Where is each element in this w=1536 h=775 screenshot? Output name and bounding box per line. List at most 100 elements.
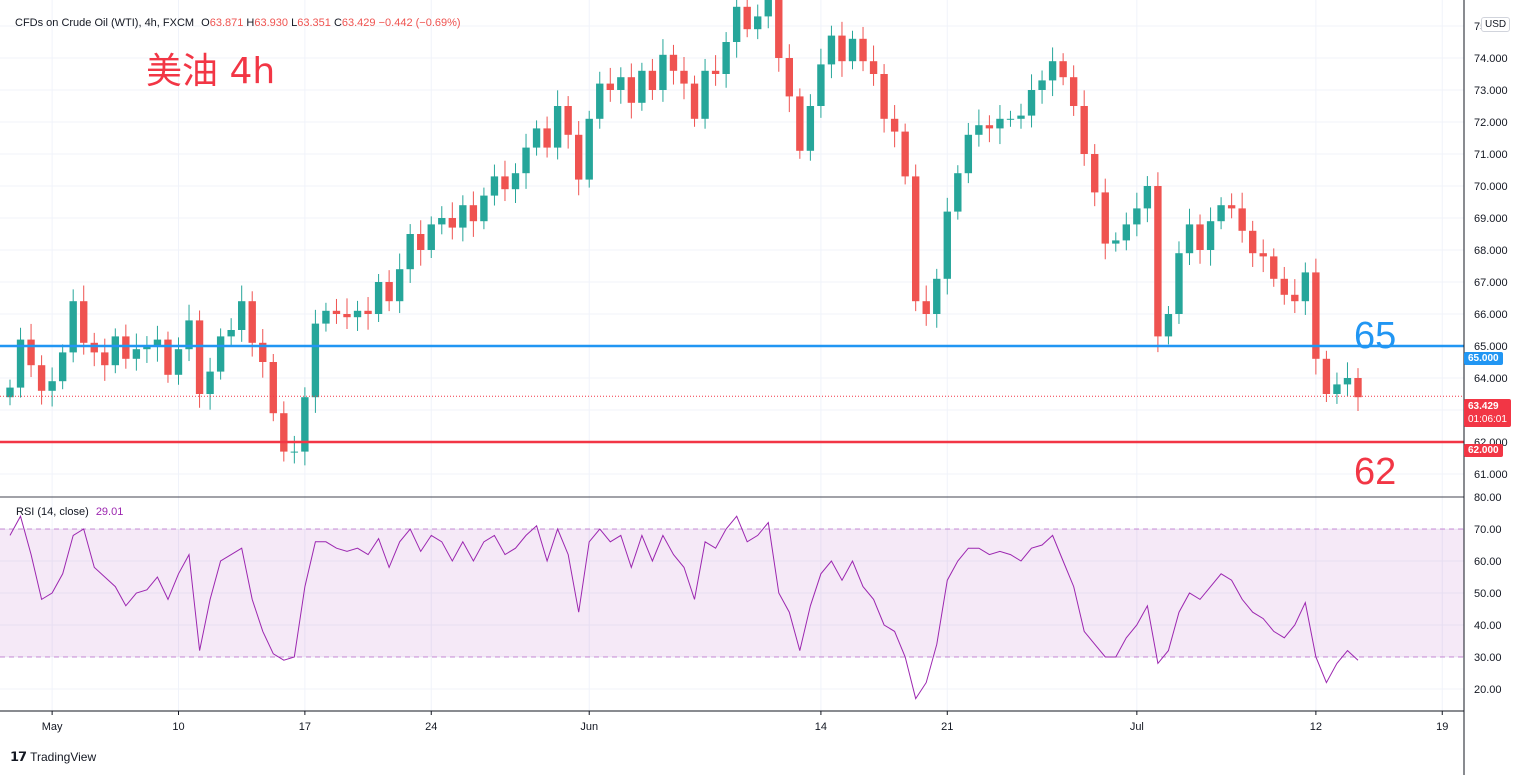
candle-body	[943, 211, 951, 279]
symbol-legend[interactable]: CFDs on Crude Oil (WTI), 4h, FXCM O63.87…	[15, 17, 461, 29]
candle-body	[1354, 378, 1362, 398]
candle-body	[469, 205, 478, 222]
time-tick-label: 19	[1436, 721, 1448, 733]
candle-body	[290, 451, 299, 453]
candle-body	[827, 35, 836, 65]
price-tick-label: 70.000	[1474, 181, 1508, 193]
candle-body	[901, 131, 909, 177]
candle-body	[322, 310, 330, 324]
candle-body	[806, 106, 815, 151]
candle-body	[374, 282, 383, 314]
candle-body	[775, 0, 783, 58]
price-tick-label: 67.000	[1474, 277, 1508, 289]
candle-body	[869, 61, 878, 74]
candle-body	[1027, 90, 1036, 116]
candle-body	[1017, 115, 1025, 119]
candle-body	[690, 83, 699, 119]
candle-body	[1280, 278, 1288, 295]
candle-body	[627, 77, 636, 103]
candle-body	[90, 342, 98, 353]
time-tick-label: Jun	[580, 721, 598, 733]
candle-body	[585, 118, 593, 180]
low-label: L	[291, 17, 298, 29]
candle-body	[922, 301, 930, 314]
time-axis[interactable]: May101724Jun1421Jul121926Aug91623	[42, 711, 1536, 733]
rsi-legend[interactable]: RSI (14, close) 29.01	[16, 506, 123, 518]
candle-body	[132, 349, 141, 359]
candle-body	[648, 70, 657, 90]
candle-body	[596, 83, 604, 119]
candle-body	[259, 342, 267, 362]
candle-body	[617, 77, 625, 90]
candle-body	[80, 301, 88, 343]
candle-body	[711, 70, 720, 74]
high-label: H	[246, 17, 255, 29]
candle-body	[954, 173, 962, 212]
candle-body	[764, 0, 772, 17]
candle-body	[575, 134, 583, 180]
chart-annotation[interactable]: 美油 4h	[146, 51, 276, 92]
candle-body	[638, 70, 646, 103]
candle-body	[1059, 61, 1067, 78]
candle-body	[427, 224, 435, 250]
candle-body	[48, 381, 56, 391]
open-value: 63.871	[209, 17, 244, 29]
candle-body	[164, 339, 172, 375]
candle-body	[543, 128, 551, 148]
candle-body	[743, 6, 751, 30]
horizontal-levels[interactable]	[0, 344, 1464, 444]
level-tag-65: 65.000	[1464, 352, 1503, 365]
candle-body	[153, 339, 162, 346]
time-tick-label: May	[42, 721, 63, 733]
candle-body	[754, 16, 762, 30]
candle-body	[438, 218, 446, 225]
candle-body	[58, 352, 67, 382]
rsi-tick-label: 70.00	[1474, 524, 1502, 536]
tradingview-logo[interactable]: 𝟭𝟳 TradingView	[10, 749, 96, 765]
candle-body	[985, 125, 994, 129]
rsi-tick-label: 40.00	[1474, 620, 1502, 632]
candle-body	[6, 387, 14, 398]
price-tick-label: 71.000	[1474, 149, 1508, 161]
candle-body	[1312, 272, 1320, 359]
candle-body	[206, 371, 214, 394]
candle-body	[975, 125, 983, 135]
candle-body	[817, 64, 825, 106]
rsi-title: RSI (14, close)	[16, 506, 89, 518]
candle-body	[1270, 256, 1278, 279]
high-value: 63.930	[254, 17, 289, 29]
candle-body	[1291, 294, 1299, 302]
candle-body	[480, 195, 488, 222]
last-price-value: 63.429	[1468, 401, 1499, 412]
candle-body	[490, 176, 499, 196]
level-label-65[interactable]: 65	[1354, 315, 1397, 357]
candle-body	[1227, 205, 1236, 209]
rsi-axis[interactable]: 20.00 30.00 40.00 50.00 60.00 70.00 80.00	[1474, 492, 1502, 696]
candle-body	[553, 106, 562, 148]
candle-body	[332, 310, 341, 314]
rsi-tick-label: 60.00	[1474, 556, 1502, 568]
candle-body	[1343, 378, 1352, 385]
price-tick-label: 68.000	[1474, 245, 1508, 257]
currency-badge[interactable]: USD	[1481, 17, 1511, 32]
candle-body	[227, 330, 235, 337]
candle-body	[996, 118, 1004, 129]
candle-body	[16, 339, 25, 388]
level-label-62[interactable]: 62	[1354, 451, 1397, 493]
candle-body	[364, 310, 372, 314]
candle-body	[701, 70, 709, 119]
candle-body	[1185, 224, 1194, 254]
candle-body	[395, 269, 404, 302]
price-tick-label: 61.000	[1474, 469, 1508, 481]
candle-body	[69, 301, 77, 353]
candle-body	[722, 42, 730, 74]
candle-body	[1301, 272, 1310, 302]
candle-body	[1122, 224, 1130, 241]
candle-body	[195, 320, 204, 394]
open-label: O	[201, 17, 210, 29]
candle-body	[669, 54, 678, 71]
candle-body	[37, 365, 46, 391]
rsi-line	[9, 514, 1359, 700]
candle-body	[1175, 253, 1183, 314]
